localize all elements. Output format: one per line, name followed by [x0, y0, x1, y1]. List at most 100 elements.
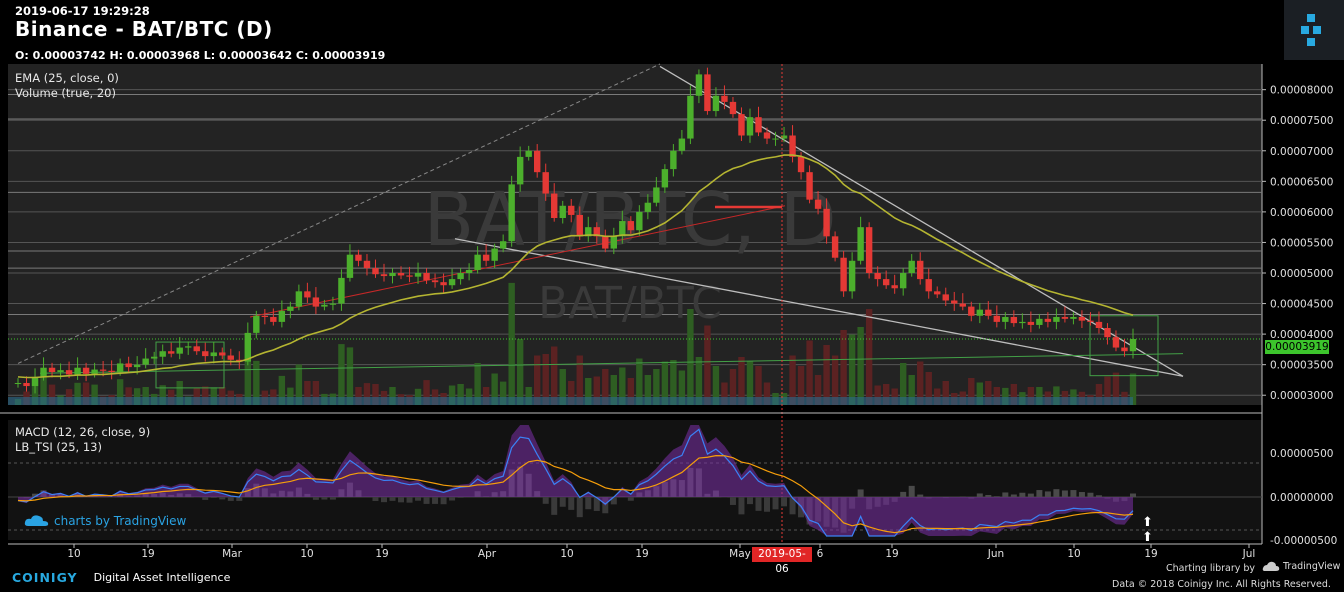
volume-bar [661, 361, 669, 405]
volume-bar [831, 355, 839, 405]
volume-bar [806, 340, 813, 405]
time-tick-label: 10 [560, 548, 573, 560]
macd-histogram-bar [1036, 490, 1043, 497]
price-tick-label: 0.00003000 [1270, 390, 1333, 402]
arrow-up-icon: ⬆ [1142, 530, 1153, 545]
volume-bar [219, 387, 226, 405]
candle-body [721, 95, 728, 102]
volume-bar [917, 361, 924, 405]
copyright: Data © 2018 Coinigy Inc. All Rights Rese… [1112, 579, 1331, 590]
time-tick-label: 19 [635, 548, 648, 560]
tradingview-footer-logo[interactable]: TradingView [1262, 561, 1340, 572]
macd-histogram-bar [1027, 493, 1034, 497]
macd-tick-label: 0.00000500 [1270, 448, 1333, 460]
volume-bar [363, 383, 371, 405]
candle-body [287, 306, 294, 311]
ema-legend[interactable]: EMA (25, close, 0) [15, 71, 119, 85]
volume-bar [636, 358, 643, 405]
tsi-legend[interactable]: LB_TSI (25, 13) [15, 440, 102, 454]
candle-body [312, 297, 320, 307]
volume-bar [551, 346, 558, 405]
macd-histogram-bar [415, 497, 422, 501]
volume-bar [133, 388, 141, 405]
candle-body [917, 260, 924, 280]
chart-title: Binance - BAT/BTC (D) [15, 17, 273, 41]
candle-body [602, 236, 609, 249]
candle-body [457, 273, 464, 280]
macd-histogram-bar [227, 497, 234, 501]
volume-bar [976, 382, 983, 405]
time-tick-label: 19 [885, 548, 898, 560]
volume-bar [482, 387, 490, 405]
candle-body [644, 202, 652, 212]
charting-library-label: Charting library by [1166, 563, 1256, 574]
candle-body [516, 156, 524, 185]
candle-body [959, 303, 966, 307]
volume-bar [925, 372, 932, 405]
candle-body [1087, 320, 1094, 322]
candle-body [627, 221, 635, 231]
candle-body [661, 169, 669, 188]
macd-histogram-bar [568, 497, 575, 510]
time-tick-label: 19 [1144, 548, 1157, 560]
candle-body [270, 317, 277, 322]
macd-histogram-bar [423, 497, 430, 504]
volume-bar [857, 327, 864, 405]
macd-legend[interactable]: MACD (12, 26, close, 9) [15, 425, 151, 439]
volume-bar [533, 355, 541, 405]
timestamp: 2019-06-17 19:29:28 [15, 4, 150, 18]
volume-bar [1112, 372, 1120, 405]
macd-histogram-bar [993, 496, 1000, 497]
candle-body [857, 227, 864, 261]
volume-legend[interactable]: Volume (true, 20) [15, 86, 116, 100]
time-tick-label: 10 [67, 548, 80, 560]
volume-bar [253, 360, 260, 405]
candle-body [1112, 337, 1120, 348]
indicator-pane [8, 420, 1262, 540]
volume-ma [8, 397, 1133, 405]
candle-body [968, 306, 975, 316]
volume-bar [457, 384, 464, 405]
cloud-icon [1262, 561, 1280, 571]
volume-bar [193, 387, 200, 405]
macd-histogram-bar [372, 497, 379, 501]
candle-body [831, 236, 839, 258]
candle-body [423, 273, 430, 281]
macd-histogram-bar [789, 497, 796, 515]
candle-body [772, 138, 779, 140]
volume-bar [874, 385, 881, 405]
candle-body [465, 269, 473, 273]
candle-body [1061, 317, 1069, 319]
candle-body [746, 117, 754, 136]
price-tick-label: 0.00007500 [1270, 115, 1333, 127]
cloud-icon [24, 515, 49, 526]
volume-bar [82, 382, 90, 405]
volume-bar [823, 345, 830, 405]
candle-body [202, 351, 209, 357]
candle-body [389, 273, 396, 277]
candle-body [261, 315, 269, 317]
macd-histogram-bar [321, 497, 328, 500]
time-tick-label: Mar [222, 548, 242, 560]
volume-bar [295, 364, 303, 405]
macd-histogram-bar [32, 493, 39, 497]
candle-body [942, 294, 949, 301]
candle-body [695, 74, 703, 96]
price-tick-label: 0.00006000 [1270, 207, 1333, 219]
macd-histogram-bar [1095, 495, 1102, 497]
candle-body [185, 346, 192, 348]
candle-body [236, 359, 243, 362]
tradingview-badge[interactable]: charts by TradingView [24, 511, 186, 531]
macd-histogram-bar [210, 497, 217, 498]
candle-body [670, 150, 677, 170]
candle-body [40, 367, 47, 377]
time-tick-label: Jun [987, 548, 1004, 560]
candle-body [899, 273, 907, 289]
highlight-box [155, 341, 225, 389]
macd-histogram-bar [1130, 493, 1136, 497]
volume-bar [1095, 384, 1103, 405]
volume-bar [304, 381, 311, 405]
candle-body [1044, 318, 1052, 322]
macd-histogram-bar [738, 497, 745, 515]
